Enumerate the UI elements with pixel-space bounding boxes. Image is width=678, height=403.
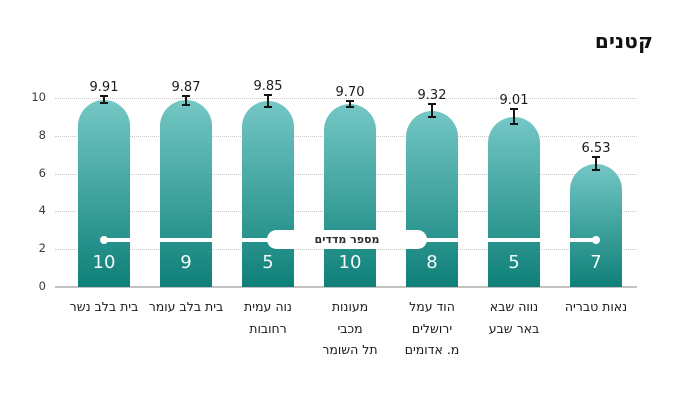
category-label: בית בלב נשר	[49, 296, 159, 318]
category-label-line: מעונות	[331, 299, 369, 314]
y-axis-tick-label: 0	[38, 279, 46, 293]
category-label-line: מכבי	[337, 320, 363, 336]
bar-count-number: 7	[590, 252, 602, 273]
y-axis-tick-label: 4	[38, 203, 46, 218]
category-label-line: נאות טבריה	[564, 299, 628, 314]
bar	[160, 100, 212, 287]
bar-error-bar	[267, 95, 269, 107]
bar-value-label: 9.87	[171, 79, 201, 95]
chart-title: קטנים	[594, 29, 653, 53]
error-bar-top-cap	[428, 103, 436, 106]
y-axis-tick-label: 10	[31, 90, 46, 104]
y-axis-tick-label: 6	[38, 165, 46, 180]
counts-capsule	[267, 230, 427, 250]
category-label-line: רחובות	[249, 320, 287, 336]
error-bar-bottom-cap	[346, 105, 354, 108]
bar	[488, 116, 540, 287]
bar	[324, 103, 376, 287]
category-label: מעונות מכבי תל השומר	[295, 296, 405, 361]
counts-line-dot-left	[100, 235, 108, 244]
bar-error-bar	[431, 104, 433, 118]
category-label: נוה עמית רחובות	[213, 296, 323, 339]
category-label-line: באר שבע	[488, 320, 540, 336]
error-bar-bottom-cap	[182, 104, 190, 107]
error-bar-top-cap	[100, 94, 108, 97]
bar-error-bar	[595, 156, 597, 171]
error-bar-bottom-cap	[100, 102, 108, 105]
category-label-line: נוה עמית	[244, 299, 292, 314]
bar-error-bar	[349, 100, 351, 107]
error-bar-bottom-cap	[510, 123, 518, 126]
x-axis-baseline	[55, 286, 637, 288]
bar-value-label: 9.32	[417, 88, 447, 104]
category-label-line: בית בלב נשר	[69, 299, 139, 314]
error-bar-bottom-cap	[264, 105, 272, 108]
error-bar-top-cap	[264, 94, 272, 97]
counts-capsule-label: מספר מדדים	[314, 233, 380, 247]
bar	[406, 110, 458, 287]
category-label-line: ירושלים	[411, 320, 453, 336]
y-axis-tick-label: 2	[38, 241, 46, 256]
bar-value-label: 9.85	[253, 79, 283, 95]
bar-count-number: 10	[92, 252, 116, 273]
h-gridline	[55, 98, 637, 99]
bar-count-number: 10	[338, 252, 362, 273]
bar-count-number: 5	[262, 252, 274, 273]
category-label-line: נווה שבא	[489, 299, 539, 314]
category-label: נווה שבא באר שבע	[459, 296, 569, 339]
bar-value-label: 6.53	[581, 140, 611, 156]
bar-error-bar	[185, 95, 187, 106]
error-bar-bottom-cap	[428, 116, 436, 119]
category-label-line: הוד עמל	[409, 299, 455, 314]
bar	[570, 163, 622, 287]
error-bar-bottom-cap	[592, 169, 600, 172]
bar-value-label: 9.91	[89, 79, 119, 95]
bar-count-number: 5	[508, 252, 520, 273]
bar-count-number: 9	[180, 252, 192, 273]
error-bar-top-cap	[510, 108, 518, 111]
category-label-line: מ. אדומים	[404, 342, 460, 357]
bar-value-label: 9.70	[335, 84, 365, 100]
bar-error-bar	[513, 109, 515, 125]
category-label-line: תל השומר	[322, 342, 378, 357]
category-label: הוד עמל ירושלים מ. אדומים	[377, 296, 487, 361]
bar-count-number: 8	[426, 252, 438, 273]
error-bar-top-cap	[182, 94, 190, 97]
bar-error-bar	[103, 95, 105, 104]
category-label-line: בית בלב עומר	[148, 299, 224, 314]
error-bar-top-cap	[592, 155, 600, 158]
bar	[78, 99, 130, 287]
bar-value-label: 9.01	[499, 93, 529, 109]
bar	[242, 100, 294, 287]
error-bar-top-cap	[346, 99, 354, 102]
y-axis-tick-label: 8	[38, 127, 46, 142]
category-label: נאות טבריה	[541, 296, 651, 318]
counts-line-dot-right	[592, 235, 600, 244]
category-label: בית בלב עומר	[131, 296, 241, 318]
